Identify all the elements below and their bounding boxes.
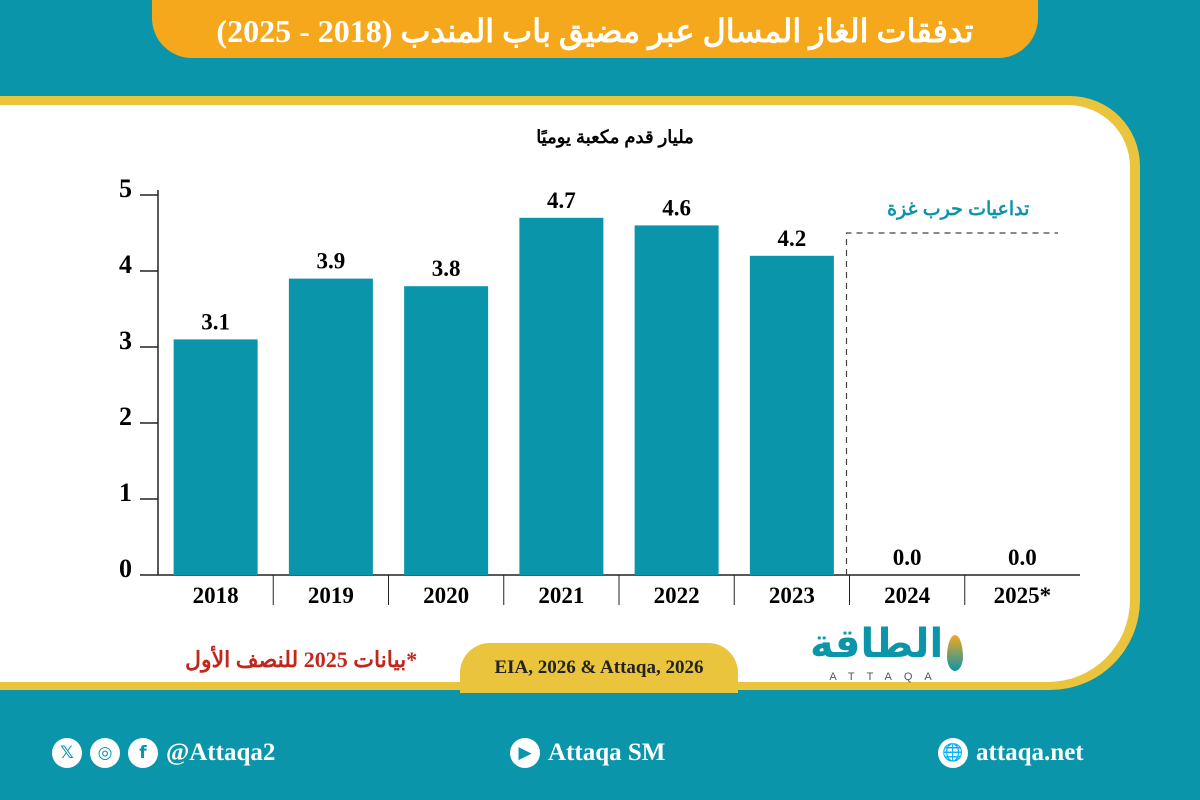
social-handle[interactable]: @Attaqa2 bbox=[166, 739, 276, 766]
x-tick-label: 2019 bbox=[308, 583, 354, 608]
bar-2022 bbox=[634, 225, 719, 575]
logo-drop-icon bbox=[947, 635, 964, 672]
website-url[interactable]: attaqa.net bbox=[976, 739, 1084, 766]
youtube-channel[interactable]: Attaqa SM bbox=[548, 739, 666, 766]
data-label: 3.1 bbox=[201, 309, 230, 334]
x-tick-label: 2021 bbox=[538, 583, 584, 608]
x-tick-label: 2023 bbox=[769, 583, 815, 608]
y-axis-label: مليار قدم مكعبة يوميًا bbox=[536, 127, 694, 148]
data-label: 0.0 bbox=[893, 545, 922, 570]
x-icon[interactable]: 𝕏 bbox=[52, 738, 82, 768]
youtube-link: ▶ Attaqa SM bbox=[510, 738, 665, 768]
page-title: تدفقات الغاز المسال عبر مضيق باب المندب … bbox=[216, 13, 974, 49]
facebook-icon[interactable]: f bbox=[128, 738, 158, 768]
data-label: 4.2 bbox=[778, 226, 807, 251]
footnote: *بيانات 2025 للنصف الأول bbox=[185, 647, 418, 672]
data-label: 4.7 bbox=[547, 188, 576, 213]
x-tick-label: 2024 bbox=[884, 583, 931, 608]
logo-subtext: ATTAQA bbox=[829, 671, 944, 684]
bar-2019 bbox=[288, 278, 373, 575]
y-tick-label: 2 bbox=[119, 402, 132, 431]
title-banner: تدفقات الغاز المسال عبر مضيق باب المندب … bbox=[152, 0, 1038, 58]
gaza-war-bracket bbox=[845, 232, 1058, 575]
attaqa-logo: الطاقة ATTAQA bbox=[810, 621, 964, 684]
data-label: 0.0 bbox=[1008, 545, 1037, 570]
bar-2021 bbox=[519, 217, 604, 576]
annotation-label: تداعيات حرب غزة bbox=[887, 199, 1029, 220]
data-label: 4.6 bbox=[662, 195, 691, 220]
instagram-icon[interactable]: ◎ bbox=[90, 738, 120, 768]
website-link: 🌐 attaqa.net bbox=[938, 738, 1084, 768]
bar-2023 bbox=[749, 255, 834, 576]
x-tick-label: 2018 bbox=[193, 583, 239, 608]
y-tick-label: 0 bbox=[119, 554, 132, 583]
y-tick-label: 3 bbox=[119, 326, 132, 355]
globe-icon[interactable]: 🌐 bbox=[938, 738, 968, 768]
y-tick-label: 1 bbox=[119, 478, 132, 507]
y-tick-label: 4 bbox=[119, 250, 132, 279]
x-tick-label: 2025* bbox=[994, 583, 1052, 608]
data-label: 3.9 bbox=[317, 249, 346, 274]
source-label: EIA, 2026 & Attaqa, 2026 bbox=[460, 643, 738, 693]
x-tick-label: 2020 bbox=[423, 583, 469, 608]
y-tick-label: 5 bbox=[119, 174, 132, 203]
bar-2018 bbox=[173, 339, 258, 575]
x-tick-label: 2022 bbox=[654, 583, 700, 608]
social-links: 𝕏 ◎ f @Attaqa2 bbox=[52, 738, 275, 768]
bar-2020 bbox=[404, 286, 489, 575]
youtube-icon[interactable]: ▶ bbox=[510, 738, 540, 768]
data-label: 3.8 bbox=[432, 256, 461, 281]
logo-text: الطاقة bbox=[810, 621, 944, 667]
